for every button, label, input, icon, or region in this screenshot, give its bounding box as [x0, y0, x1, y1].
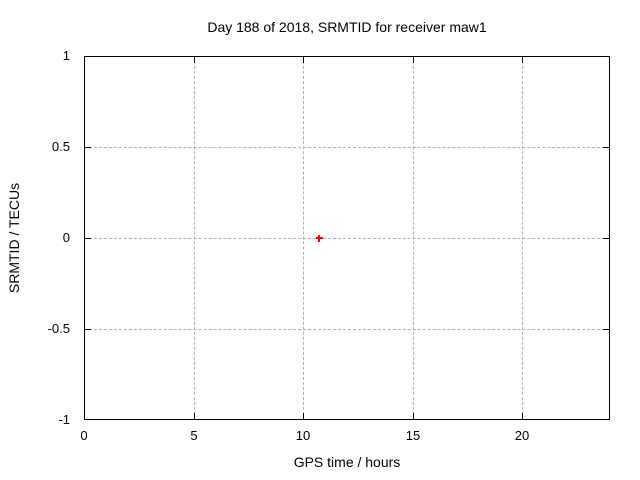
y-gridline — [84, 329, 610, 330]
y-tick-right — [603, 147, 610, 148]
x-tick-bottom — [522, 413, 523, 420]
data-point-marker — [318, 235, 320, 242]
x-axis-label: GPS time / hours — [293, 454, 401, 470]
x-tick-bottom — [303, 413, 304, 420]
y-tick-left — [84, 147, 91, 148]
x-tick-bottom — [194, 413, 195, 420]
x-tick-top — [303, 56, 304, 63]
y-tick-label: -0.5 — [47, 321, 70, 336]
y-gridline — [84, 238, 610, 239]
y-tick-left — [84, 238, 91, 239]
y-axis-label: SRMTID / TECUs — [6, 182, 22, 294]
x-tick-bottom — [413, 413, 414, 420]
y-tick-label: 1 — [62, 48, 70, 63]
x-tick-top — [413, 56, 414, 63]
x-tick-label: 5 — [190, 428, 198, 443]
y-tick-label: -1 — [58, 412, 70, 427]
x-tick-top — [194, 56, 195, 63]
y-tick-label: 0.5 — [51, 139, 70, 154]
chart-title: Day 188 of 2018, SRMTID for receiver maw… — [207, 19, 487, 35]
y-gridline — [84, 147, 610, 148]
x-tick-label: 20 — [514, 428, 530, 443]
y-tick-right — [603, 238, 610, 239]
y-tick-left — [84, 329, 91, 330]
y-tick-right — [603, 329, 610, 330]
x-tick-top — [522, 56, 523, 63]
x-tick-label: 10 — [295, 428, 311, 443]
x-tick-label: 0 — [80, 428, 88, 443]
y-tick-label: 0 — [62, 230, 70, 245]
x-tick-label: 15 — [405, 428, 421, 443]
